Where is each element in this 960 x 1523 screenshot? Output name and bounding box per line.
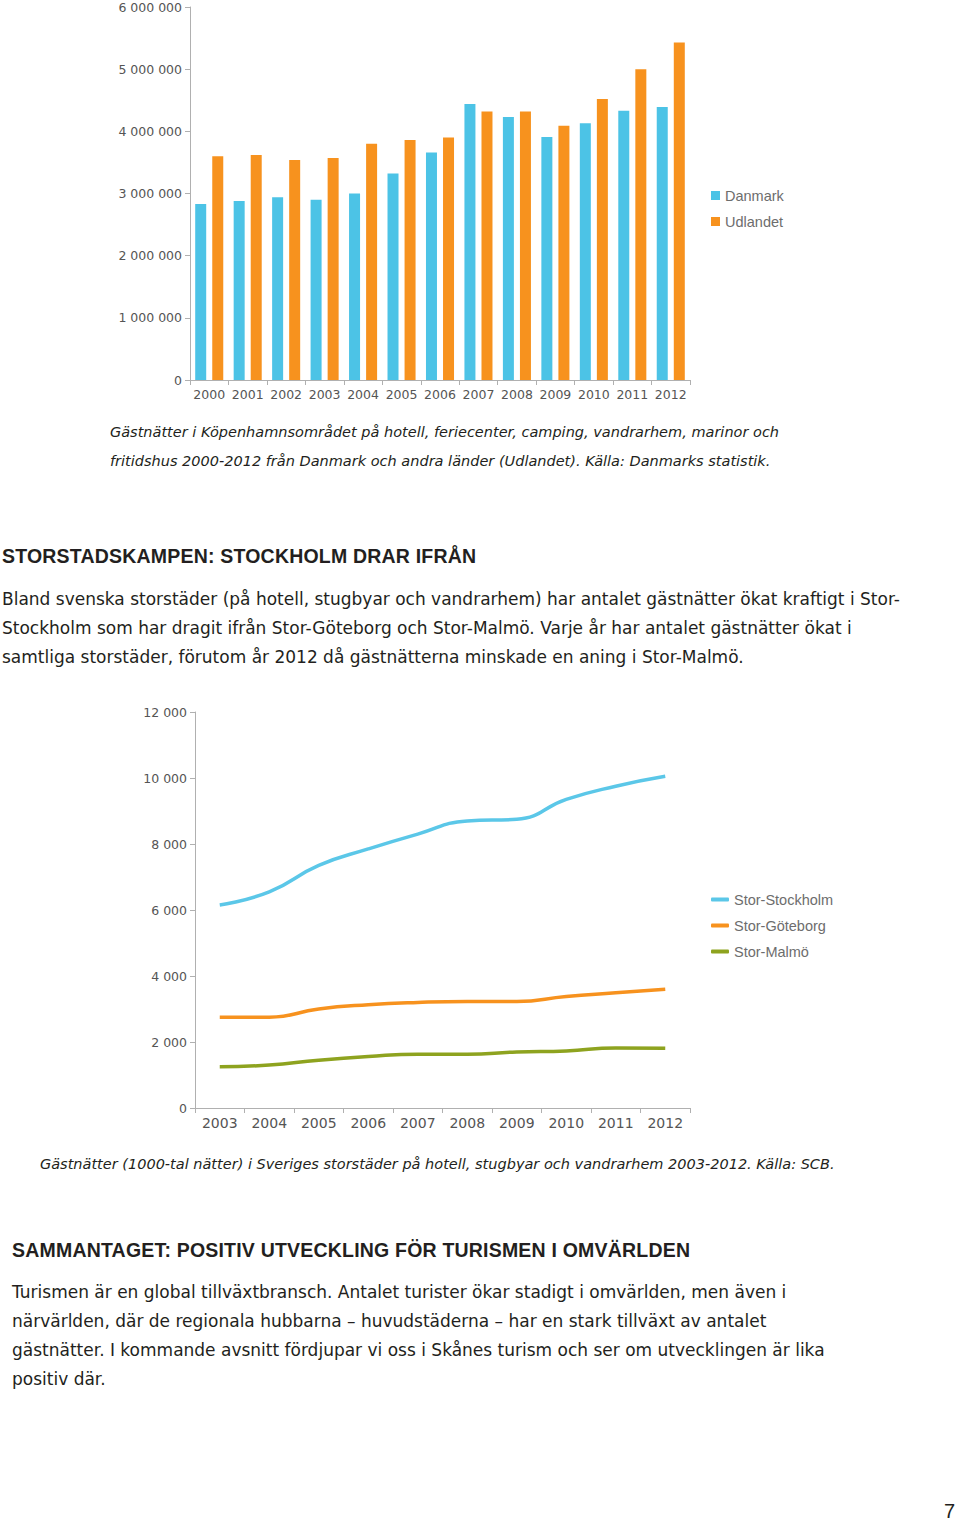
svg-text:Stor-Stockholm: Stor-Stockholm bbox=[734, 892, 833, 908]
html-text:STORSTADSKAMPEN: STOCKHOLM DRA: STORSTADSKAMPEN: STOCKHOLM DRAR IFRÅN bbox=[2, 545, 477, 567]
svg-text:0: 0 bbox=[174, 373, 182, 388]
svg-text:Stor-Malmö: Stor-Malmö bbox=[734, 944, 809, 960]
html-text:Turismen är en global tillväxt: Turismen är en global tillväxtbransch. A… bbox=[12, 1282, 825, 1389]
svg-text:1 000 000: 1 000 000 bbox=[118, 310, 182, 325]
svg-text:3 000 000: 3 000 000 bbox=[118, 186, 182, 201]
svg-text:4 000: 4 000 bbox=[151, 969, 187, 984]
svg-text:2008: 2008 bbox=[501, 387, 533, 402]
svg-text:Stor-Göteborg: Stor-Göteborg bbox=[734, 918, 826, 934]
svg-text:Udlandet: Udlandet bbox=[725, 214, 783, 230]
html-text:Gästnätter i Köpenhamnsområdet: Gästnätter i Köpenhamnsområdet på hotell… bbox=[110, 424, 780, 469]
svg-text:2005: 2005 bbox=[386, 387, 418, 402]
svg-text:2001: 2001 bbox=[232, 387, 264, 402]
svg-text:5 000 000: 5 000 000 bbox=[118, 62, 182, 77]
svg-text:8 000: 8 000 bbox=[151, 837, 187, 852]
svg-text:Danmark: Danmark bbox=[725, 188, 785, 204]
html-text:Bland svenska storstäder (på h: Bland svenska storstäder (på hotell, stu… bbox=[2, 589, 900, 667]
svg-text:2004: 2004 bbox=[251, 1115, 287, 1131]
svg-text:2010: 2010 bbox=[578, 387, 610, 402]
svg-text:2003: 2003 bbox=[202, 1115, 238, 1131]
svg-text:2002: 2002 bbox=[270, 387, 302, 402]
svg-text:2003: 2003 bbox=[309, 387, 341, 402]
svg-text:2006: 2006 bbox=[424, 387, 456, 402]
svg-text:2007: 2007 bbox=[400, 1115, 436, 1131]
svg-text:4 000 000: 4 000 000 bbox=[118, 124, 182, 139]
svg-text:2 000 000: 2 000 000 bbox=[118, 248, 182, 263]
svg-text:2009: 2009 bbox=[499, 1115, 535, 1131]
svg-text:2000: 2000 bbox=[193, 387, 225, 402]
svg-text:2007: 2007 bbox=[463, 387, 495, 402]
svg-text:2010: 2010 bbox=[548, 1115, 584, 1131]
svg-text:2012: 2012 bbox=[655, 387, 687, 402]
html-text:Gästnätter (1000-tal nätter) i: Gästnätter (1000-tal nätter) i Sveriges … bbox=[40, 1156, 835, 1172]
svg-text:2009: 2009 bbox=[539, 387, 571, 402]
svg-text:2008: 2008 bbox=[449, 1115, 485, 1131]
svg-text:2006: 2006 bbox=[350, 1115, 386, 1131]
svg-text:10 000: 10 000 bbox=[143, 771, 187, 786]
svg-text:2012: 2012 bbox=[647, 1115, 683, 1131]
svg-text:2005: 2005 bbox=[301, 1115, 337, 1131]
svg-text:6 000: 6 000 bbox=[151, 903, 187, 918]
svg-text:2011: 2011 bbox=[616, 387, 648, 402]
html-text:7: 7 bbox=[944, 1500, 956, 1522]
html-text:SAMMANTAGET: POSITIV UTVECKLIN: SAMMANTAGET: POSITIV UTVECKLING FÖR TURI… bbox=[12, 1239, 691, 1261]
svg-text:12 000: 12 000 bbox=[143, 705, 187, 720]
svg-text:2004: 2004 bbox=[347, 387, 379, 402]
svg-text:2 000: 2 000 bbox=[151, 1035, 187, 1050]
svg-text:2011: 2011 bbox=[598, 1115, 634, 1131]
svg-text:6 000 000: 6 000 000 bbox=[118, 0, 182, 15]
svg-text:0: 0 bbox=[179, 1101, 187, 1116]
